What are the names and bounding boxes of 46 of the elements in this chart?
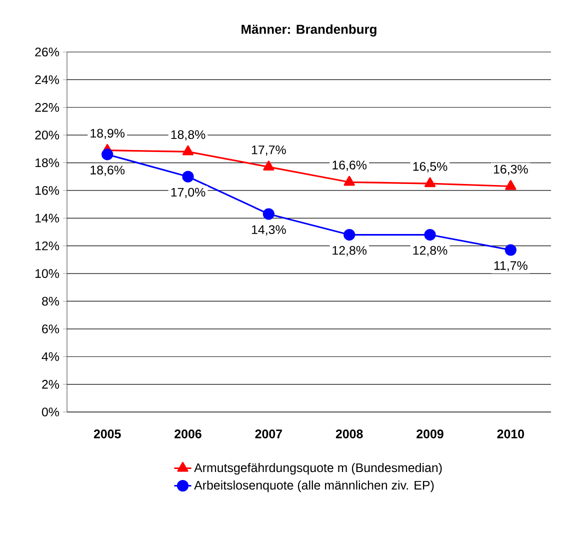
chart-title: Männer: Brandenburg — [242, 24, 376, 37]
y-tick-label: 0% — [42, 408, 60, 416]
data-label: 12,8% — [332, 246, 367, 256]
y-tick-label: 16% — [36, 186, 60, 195]
x-tick-label: 2009 — [416, 430, 444, 438]
point — [263, 160, 274, 170]
data-label: 17,0% — [171, 188, 206, 198]
point — [182, 170, 194, 182]
data-label: 12,8% — [413, 246, 448, 256]
legend-label: Arbeitslosenquote (alle männlichen ziv. EP) — [194, 480, 434, 492]
y-tick-label: 26% — [35, 48, 60, 56]
point — [182, 145, 194, 156]
x-tick-label: 2007 — [255, 430, 282, 438]
point — [344, 176, 355, 186]
point — [102, 148, 114, 160]
x-tick-label: 2006 — [174, 430, 202, 438]
x-tick-label: 2010 — [497, 430, 524, 438]
data-label: 16,3% — [494, 164, 528, 176]
y-tick-label: 14% — [36, 214, 60, 223]
y-tick-label: 10% — [36, 269, 60, 278]
x-tick-label: 2008 — [336, 430, 363, 438]
point — [424, 177, 436, 188]
y-tick-label: 20% — [35, 130, 60, 140]
y-tick-label: 8% — [42, 296, 60, 306]
x-tick-label: 2005 — [94, 430, 121, 438]
y-tick-label: 18% — [36, 158, 60, 168]
y-tick-label: 2% — [42, 380, 60, 389]
legend-label: Armutsgefährdungsquote m (Bundesmedian) — [194, 462, 442, 475]
data-label: 11,7% — [494, 261, 528, 272]
data-label: 18,9% — [90, 128, 125, 140]
point — [262, 208, 274, 220]
point — [344, 228, 356, 241]
point — [424, 228, 436, 241]
data-label: 16,6% — [332, 160, 367, 171]
data-label: 18,6% — [90, 166, 125, 176]
data-label: 16,5% — [413, 162, 448, 172]
y-tick-label: 22% — [35, 103, 60, 112]
y-tick-label: 24% — [35, 75, 60, 84]
y-tick-label: 4% — [42, 352, 60, 361]
y-tick-label: 6% — [42, 324, 60, 334]
y-tick-label: 12% — [36, 241, 60, 250]
data-label: 18,8% — [171, 130, 206, 140]
data-label: 17,7% — [252, 145, 286, 156]
point — [504, 244, 516, 256]
data-label: 14,3% — [252, 225, 286, 236]
point — [505, 180, 516, 190]
